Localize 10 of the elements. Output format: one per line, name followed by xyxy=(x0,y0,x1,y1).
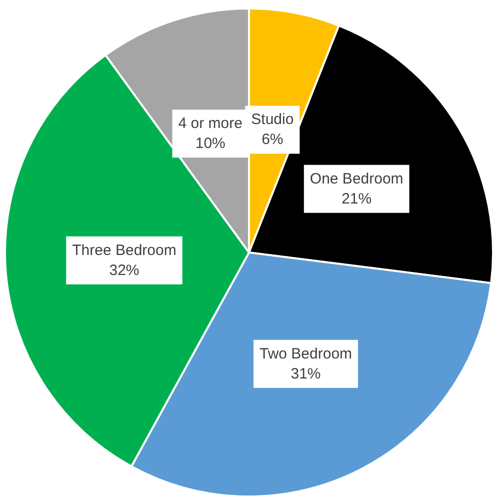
slice-label: One Bedroom xyxy=(310,170,404,188)
data-label: 21% xyxy=(342,190,372,208)
slice-label: Three Bedroom xyxy=(72,242,176,259)
slice-label: Studio xyxy=(251,111,294,128)
data-label: 31% xyxy=(290,365,321,382)
data-label: 32% xyxy=(109,262,140,279)
slice-label: Two Bedroom xyxy=(259,345,352,362)
data-label: 10% xyxy=(195,135,226,152)
data-label: 6% xyxy=(262,131,284,148)
slice-label: 4 or more xyxy=(178,115,242,132)
